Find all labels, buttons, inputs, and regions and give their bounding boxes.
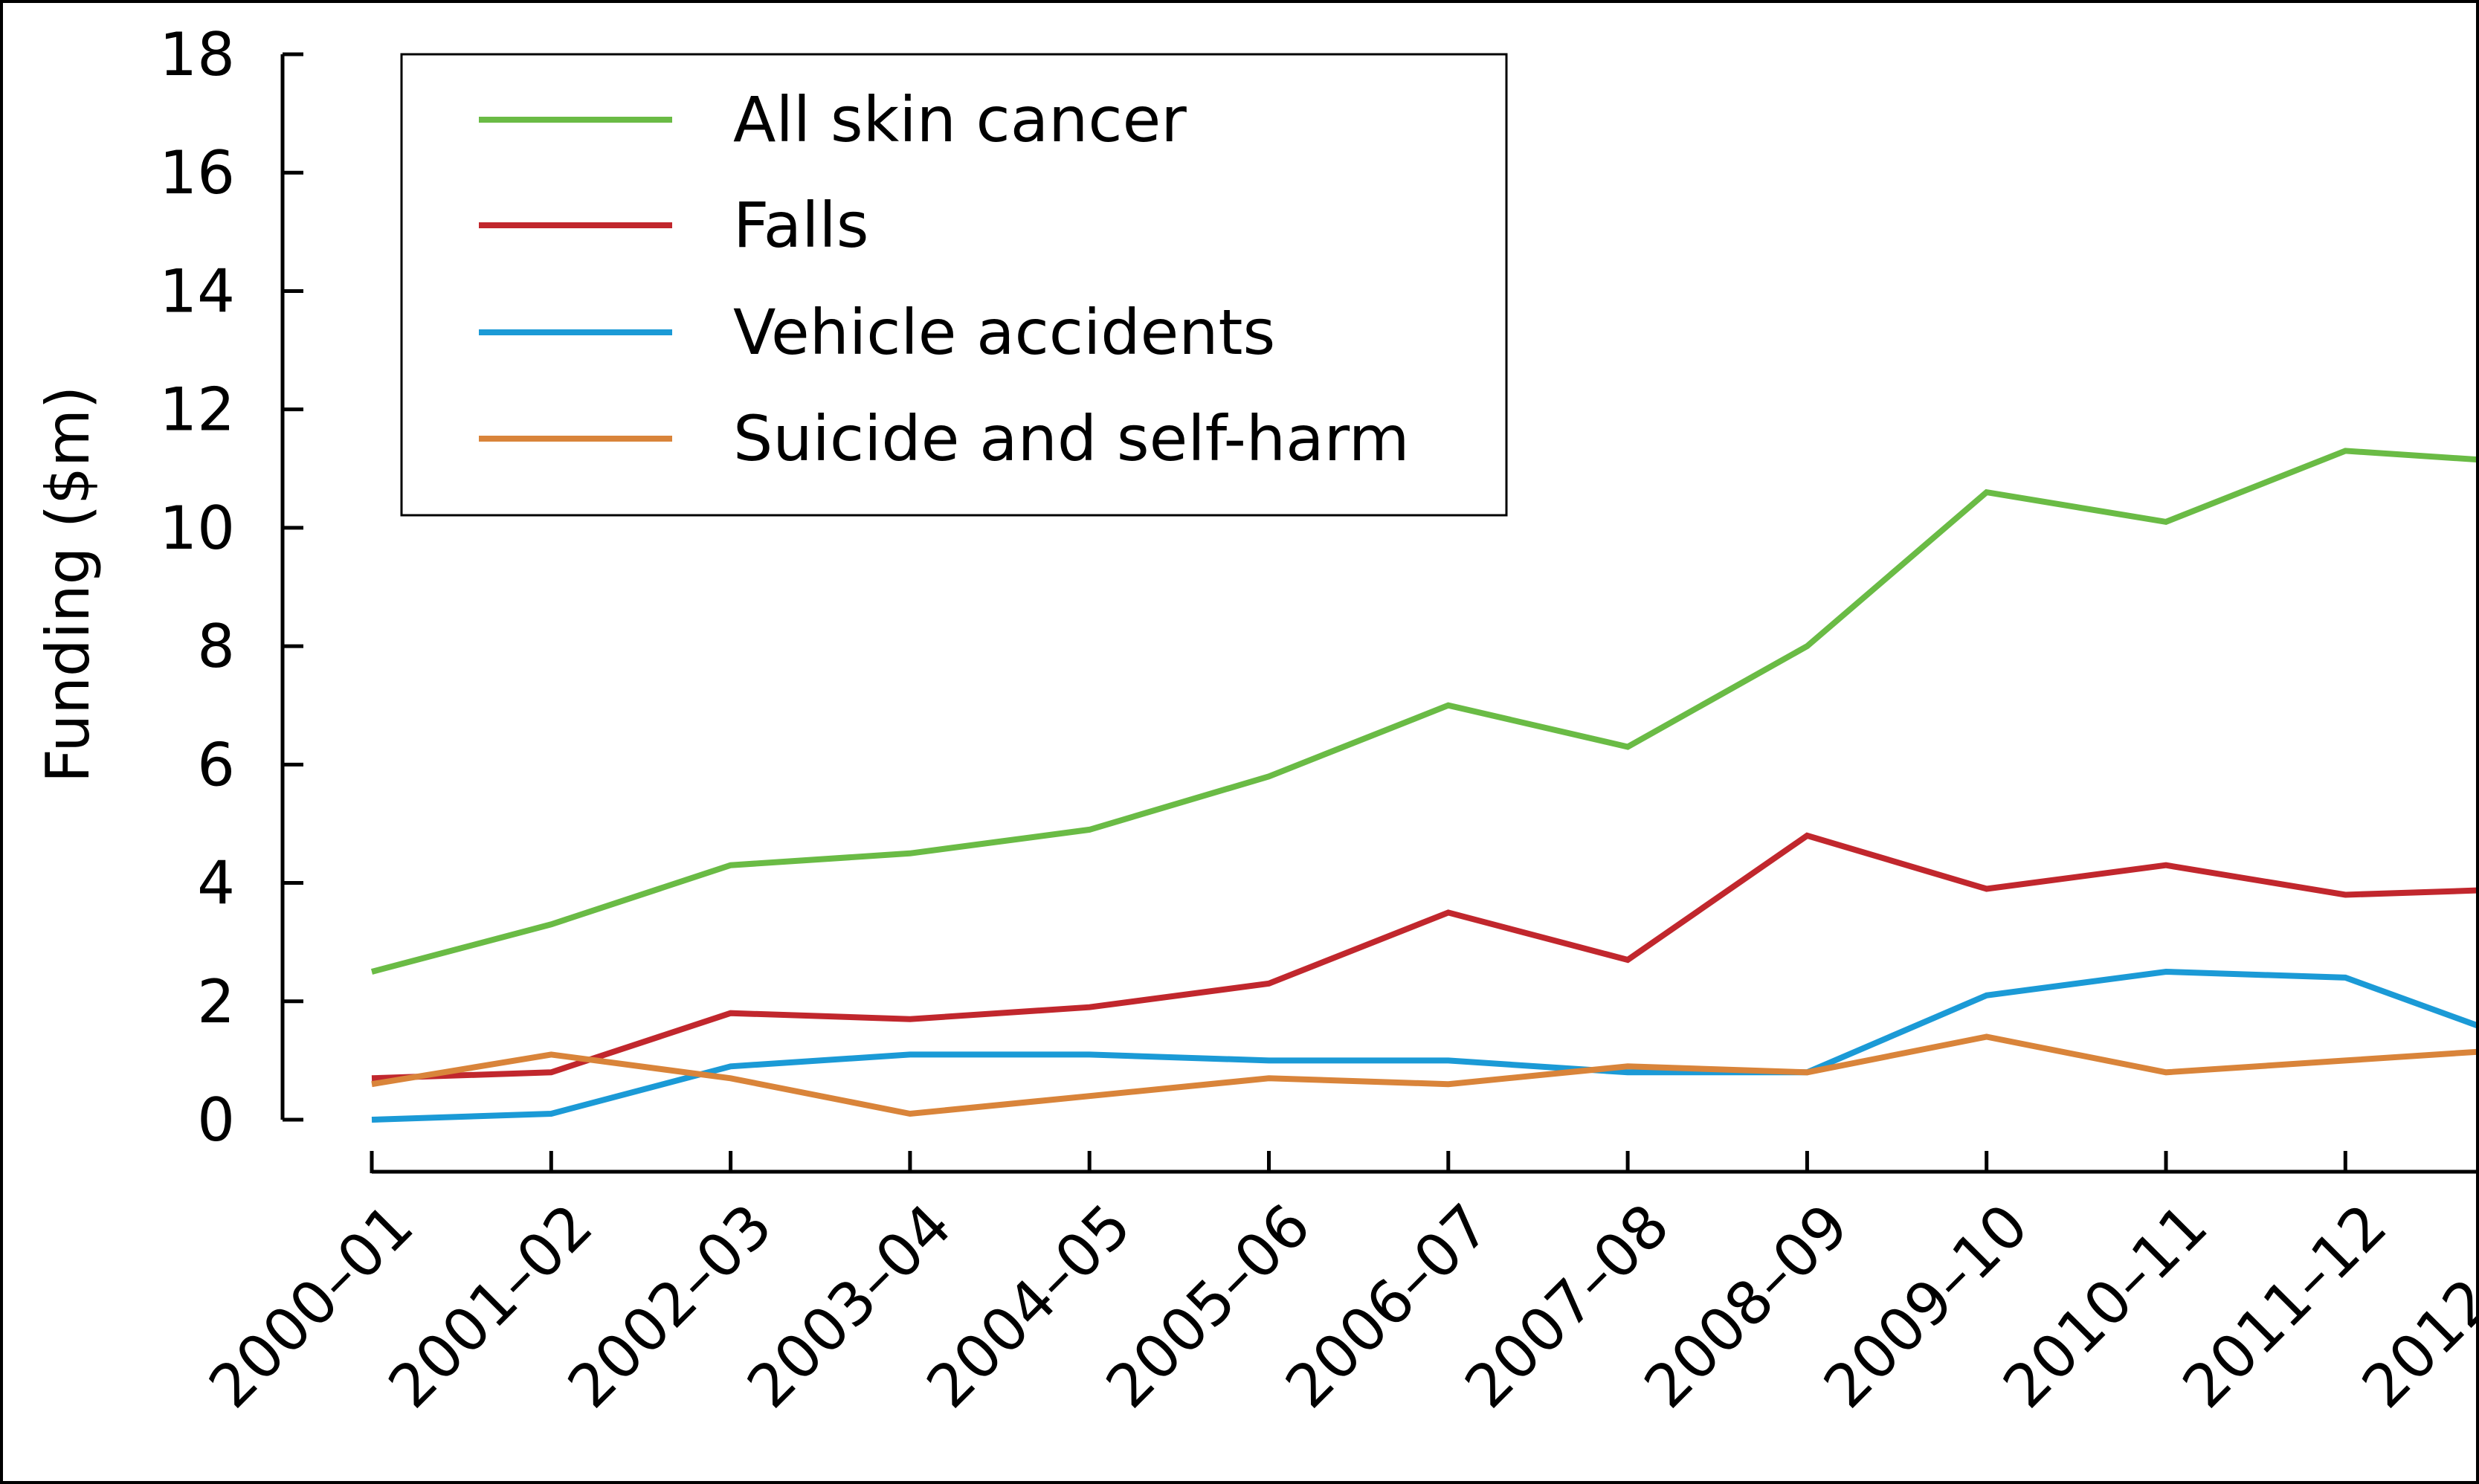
series-line-vehicle-accidents xyxy=(371,968,2476,1123)
y-tick-label: 4 xyxy=(197,849,235,918)
series-line-falls xyxy=(371,832,2476,1082)
x-axis: 2000–012001–022002–032003–042004–052005–… xyxy=(196,1151,2476,1422)
legend: All skin cancer Falls Vehicle accidents Sui… xyxy=(400,53,1508,517)
y-tick-label: 10 xyxy=(159,494,235,563)
y-tick-label: 8 xyxy=(197,612,235,681)
y-tick-label: 16 xyxy=(159,138,235,207)
legend-label: Suicide and self-harm xyxy=(733,402,1410,475)
y-axis-title: Funding ($m) xyxy=(33,386,103,783)
y-axis: 0 2 4 6 8 10 12 14 16 18 xyxy=(159,20,303,1155)
series-lines xyxy=(370,448,2476,1123)
y-tick-label: 2 xyxy=(197,967,235,1036)
y-tick-label: 0 xyxy=(197,1085,235,1155)
line-chart: 0 2 4 6 8 10 12 14 16 18 2000–012001–022002–03200… xyxy=(33,20,2476,1422)
y-tick-label: 14 xyxy=(159,257,235,326)
legend-label: All skin cancer xyxy=(733,83,1187,156)
series-line-suicide-and-self-harm xyxy=(371,1033,2476,1117)
legend-label: Falls xyxy=(733,189,869,262)
legend-label: Vehicle accidents xyxy=(733,296,1275,369)
y-tick-label: 18 xyxy=(159,20,235,89)
series-line-all-skin-cancer xyxy=(370,448,2476,975)
y-tick-label: 12 xyxy=(159,375,235,445)
y-tick-label: 6 xyxy=(197,730,235,799)
